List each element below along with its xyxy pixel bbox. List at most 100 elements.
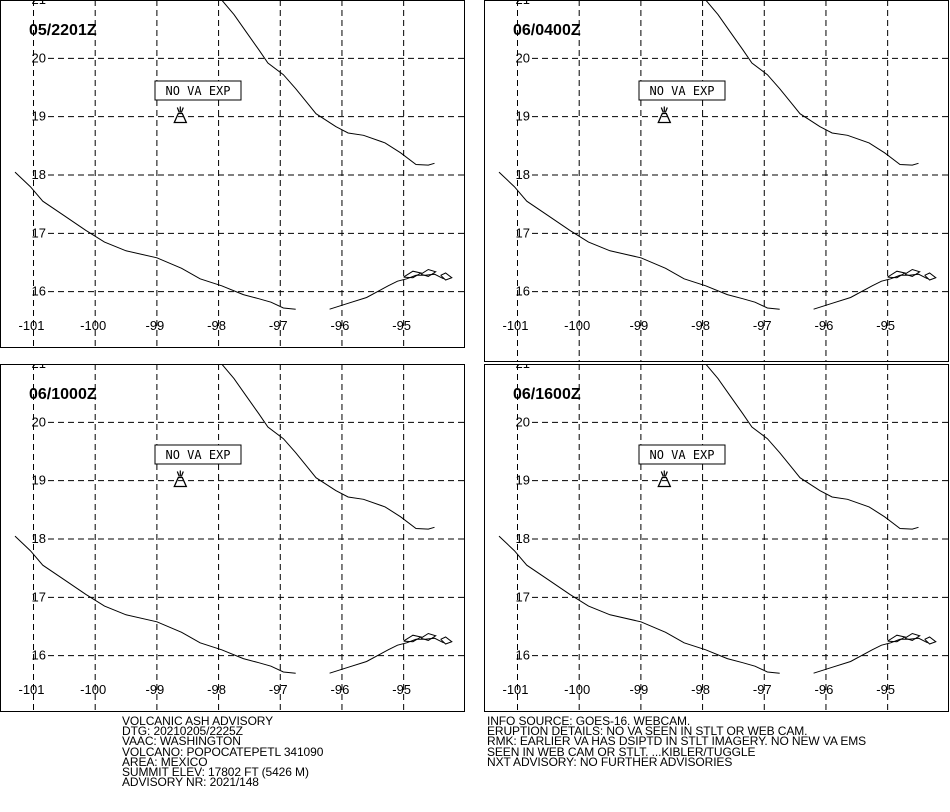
lagoon-outline bbox=[403, 634, 423, 643]
panel-frame bbox=[0, 364, 465, 712]
latitude-label: 18 bbox=[32, 167, 46, 182]
lagoon-outline bbox=[924, 272, 937, 281]
advisory-line: SUMMIT ELEV: 17802 FT (5426 M) bbox=[122, 765, 309, 780]
lagoon-outline bbox=[904, 632, 921, 642]
lagoon-outline bbox=[420, 632, 437, 642]
advisory-line: ADVISORY NR: 2021/148 bbox=[122, 775, 259, 790]
latitude-label: 20 bbox=[516, 414, 530, 429]
advisory-line: AREA: MEXICO bbox=[122, 754, 208, 769]
longitude-label: -99 bbox=[629, 682, 648, 697]
longitude-label: -101 bbox=[502, 318, 528, 333]
longitude-label: -97 bbox=[269, 318, 288, 333]
lagoon-outline bbox=[403, 270, 423, 279]
pacific-coastline bbox=[498, 535, 780, 674]
longitude-label: -99 bbox=[145, 318, 164, 333]
longitude-label: -99 bbox=[145, 682, 164, 697]
longitude-label: -99 bbox=[629, 318, 648, 333]
advisory-line: INFO SOURCE: GOES-16. WEBCAM. bbox=[487, 714, 691, 728]
volcano-icon bbox=[657, 470, 672, 488]
latitude-label: 17 bbox=[32, 225, 46, 240]
longitude-label: -96 bbox=[815, 682, 834, 697]
status-label: NO VA EXP bbox=[165, 84, 230, 98]
lagoon-outline bbox=[887, 634, 907, 643]
gulf-coastline bbox=[705, 1, 919, 166]
longitude-label: -96 bbox=[815, 318, 834, 333]
panel-frame bbox=[484, 0, 949, 362]
longitude-label: -100 bbox=[80, 318, 106, 333]
longitude-label: -97 bbox=[753, 682, 772, 697]
latitude-label: 21 bbox=[516, 356, 530, 371]
status-label: NO VA EXP bbox=[649, 84, 714, 98]
advisory-line: VOLCANIC ASH ADVISORY bbox=[122, 714, 274, 728]
latitude-label: 19 bbox=[516, 109, 530, 124]
advisory-line: ERUPTION DETAILS: NO VA SEEN IN STLT OR … bbox=[487, 724, 808, 739]
advisory-line: RMK: EARLIER VA HAS DSIPTD IN STLT IMAGE… bbox=[487, 734, 867, 749]
latitude-label: 20 bbox=[516, 50, 530, 65]
gulf-coastline bbox=[705, 365, 919, 530]
map-content: 16 17 18 19 20 21 -101 -100 -99 -98 -97 -96 -95 06/04… bbox=[498, 1, 948, 361]
pacific-coastline bbox=[14, 171, 296, 310]
advisory-text-right: INFO SOURCE: GOES-16. WEBCAM. ERUPTION D… bbox=[487, 714, 867, 768]
panel-frame bbox=[0, 0, 465, 348]
lagoon-outline bbox=[904, 268, 921, 278]
latitude-label: 19 bbox=[516, 473, 530, 488]
longitude-label: -95 bbox=[392, 682, 411, 697]
latitude-label: 20 bbox=[32, 414, 46, 429]
advisory-line: VAAC: WASHINGTON bbox=[122, 734, 241, 749]
map-panel: 16 17 18 19 20 21 -101 -100 -99 -98 -97 -96 -95 05/22… bbox=[0, 0, 465, 348]
longitude-label: -98 bbox=[207, 318, 226, 333]
lagoon-outline bbox=[420, 268, 437, 278]
latitude-label: 17 bbox=[516, 589, 530, 604]
gulf-coastline bbox=[221, 1, 435, 166]
lagoon-outline bbox=[924, 636, 937, 645]
map-content: 16 17 18 19 20 21 -101 -100 -99 -98 -97 -96 -95 06/10… bbox=[14, 365, 464, 711]
status-label-box bbox=[638, 80, 726, 101]
longitude-label: -100 bbox=[80, 682, 106, 697]
longitude-label: -96 bbox=[331, 318, 350, 333]
status-label: NO VA EXP bbox=[165, 448, 230, 462]
volcano-icon bbox=[657, 106, 672, 124]
longitude-label: -100 bbox=[564, 682, 590, 697]
longitude-label: -96 bbox=[331, 682, 350, 697]
latitude-label: 16 bbox=[516, 648, 530, 663]
pacific-coastline bbox=[498, 171, 780, 310]
advisory-line: SEEN IN WEB CAM OR STLT. ...KIBLER/TUGGL… bbox=[487, 744, 756, 759]
longitude-label: -95 bbox=[876, 682, 895, 697]
volcano-icon bbox=[173, 106, 188, 124]
map-content: 16 17 18 19 20 21 -101 -100 -99 -98 -97 -96 -95 06/16… bbox=[498, 356, 948, 711]
longitude-label: -97 bbox=[753, 318, 772, 333]
latitude-label: 18 bbox=[516, 167, 530, 182]
panel-time-label: 06/0400Z bbox=[513, 22, 581, 39]
isthmus-coastline bbox=[329, 637, 444, 674]
lagoon-outline bbox=[440, 636, 453, 645]
map-content: 16 17 18 19 20 21 -101 -100 -99 -98 -97 -96 -95 05/22… bbox=[14, 0, 464, 347]
longitude-label: -95 bbox=[392, 318, 411, 333]
lagoon-outline bbox=[440, 272, 453, 281]
map-panel: 16 17 18 19 20 21 -101 -100 -99 -98 -97 -96 -95 06/10… bbox=[0, 364, 465, 712]
volcano-icon bbox=[173, 470, 188, 488]
panel-time-label: 05/2201Z bbox=[29, 22, 97, 39]
longitude-label: -101 bbox=[18, 682, 44, 697]
isthmus-coastline bbox=[813, 637, 928, 674]
latitude-label: 16 bbox=[32, 284, 46, 299]
gulf-coastline bbox=[221, 365, 435, 530]
latitude-label: 18 bbox=[32, 531, 46, 546]
panel-time-label: 06/1000Z bbox=[29, 386, 97, 403]
latitude-label: 20 bbox=[32, 50, 46, 65]
longitude-label: -101 bbox=[18, 318, 44, 333]
longitude-label: -98 bbox=[207, 682, 226, 697]
latitude-label: 17 bbox=[32, 589, 46, 604]
map-panel: 16 17 18 19 20 21 -101 -100 -99 -98 -97 -96 -95 06/04… bbox=[484, 0, 949, 362]
status-label-box bbox=[638, 444, 726, 465]
status-label: NO VA EXP bbox=[649, 448, 714, 462]
longitude-label: -95 bbox=[876, 318, 895, 333]
lagoon-outline bbox=[887, 270, 907, 279]
advisory-line: DTG: 20210205/2225Z bbox=[122, 724, 243, 739]
latitude-label: 16 bbox=[516, 284, 530, 299]
panel-time-label: 06/1600Z bbox=[513, 386, 581, 403]
status-label-box bbox=[154, 80, 242, 101]
latitude-label: 21 bbox=[32, 0, 46, 7]
longitude-label: -98 bbox=[691, 682, 710, 697]
longitude-label: -101 bbox=[502, 682, 528, 697]
latitude-label: 18 bbox=[516, 531, 530, 546]
